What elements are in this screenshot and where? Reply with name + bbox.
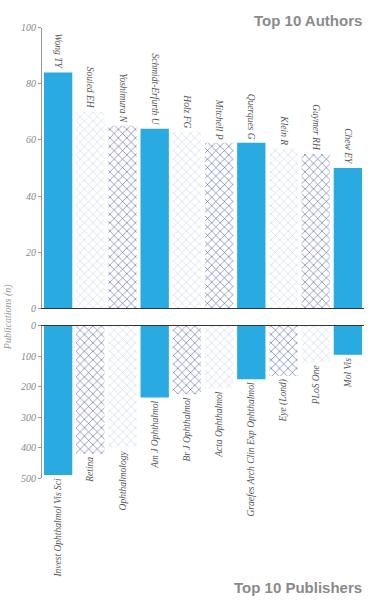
svg-text:Top 10 Authors: Top 10 Authors (254, 12, 362, 29)
svg-text:Schmidt-Erfurth U: Schmidt-Erfurth U (150, 54, 160, 126)
svg-text:0: 0 (31, 303, 36, 314)
svg-text:Acta Ophthalmol: Acta Ophthalmol (214, 391, 224, 458)
svg-text:Publications (n): Publications (n) (2, 284, 14, 350)
svg-text:Guymer RH: Guymer RH (311, 104, 321, 151)
svg-text:Am J Ophthalmol: Am J Ophthalmol (150, 400, 160, 468)
svg-text:Souied EH: Souied EH (85, 67, 95, 109)
svg-text:Top 10 Publishers: Top 10 Publishers (234, 579, 362, 596)
svg-text:Ophthalmology: Ophthalmology (118, 451, 128, 511)
svg-text:100: 100 (21, 22, 36, 33)
svg-text:400: 400 (21, 442, 36, 453)
svg-text:Br J Ophthalmol: Br J Ophthalmol (182, 397, 192, 461)
svg-text:Chew EY: Chew EY (343, 128, 353, 165)
svg-text:20: 20 (26, 247, 36, 258)
svg-text:Invest Ophthalmol Vis Sci: Invest Ophthalmol Vis Sci (53, 478, 63, 578)
svg-text:40: 40 (26, 191, 36, 202)
svg-text:200: 200 (21, 381, 36, 392)
svg-text:Mitchell P: Mitchell P (214, 99, 224, 140)
svg-text:Wong TY: Wong TY (53, 34, 63, 70)
svg-text:300: 300 (20, 412, 36, 423)
svg-text:0: 0 (31, 320, 36, 331)
svg-text:Mol Vis: Mol Vis (343, 358, 353, 388)
svg-text:100: 100 (21, 351, 36, 362)
svg-text:80: 80 (26, 78, 36, 89)
svg-text:Yoshimura N: Yoshimura N (118, 73, 128, 123)
svg-text:Graefes Arch Clin Exp Ophthalm: Graefes Arch Clin Exp Ophthalmol (246, 382, 256, 516)
svg-text:Holz FG: Holz FG (182, 94, 192, 128)
svg-text:PLoS One: PLoS One (311, 365, 321, 405)
svg-text:Querques G: Querques G (246, 94, 256, 140)
svg-text:60: 60 (26, 134, 36, 145)
svg-text:Klein R: Klein R (279, 115, 289, 145)
svg-text:Eye (Lond): Eye (Lond) (278, 379, 289, 422)
svg-text:500: 500 (21, 473, 36, 484)
svg-text:Retina: Retina (85, 457, 95, 483)
